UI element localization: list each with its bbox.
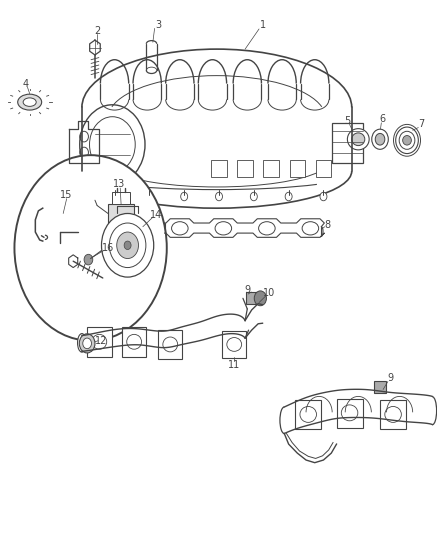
- Ellipse shape: [215, 222, 232, 235]
- Text: 4: 4: [22, 78, 28, 88]
- Circle shape: [285, 192, 292, 201]
- Text: 6: 6: [379, 114, 385, 124]
- Circle shape: [80, 131, 88, 142]
- FancyBboxPatch shape: [336, 399, 363, 427]
- Text: 9: 9: [388, 373, 394, 383]
- Circle shape: [14, 155, 167, 341]
- FancyBboxPatch shape: [108, 204, 134, 223]
- Circle shape: [146, 192, 153, 201]
- Ellipse shape: [341, 405, 358, 421]
- Ellipse shape: [78, 334, 86, 352]
- Ellipse shape: [399, 131, 415, 149]
- Circle shape: [254, 291, 266, 306]
- Text: 12: 12: [95, 336, 108, 346]
- Text: 16: 16: [102, 244, 114, 254]
- FancyBboxPatch shape: [222, 331, 247, 358]
- Text: 10: 10: [263, 288, 275, 298]
- FancyBboxPatch shape: [374, 381, 386, 393]
- FancyBboxPatch shape: [316, 160, 331, 177]
- Ellipse shape: [375, 133, 385, 145]
- FancyBboxPatch shape: [158, 330, 183, 359]
- Text: 15: 15: [60, 190, 72, 200]
- Circle shape: [83, 338, 92, 349]
- Circle shape: [251, 192, 257, 201]
- Ellipse shape: [403, 135, 411, 145]
- FancyBboxPatch shape: [113, 192, 130, 204]
- Text: 14: 14: [150, 210, 162, 220]
- Text: 8: 8: [325, 220, 331, 230]
- Text: 7: 7: [418, 119, 424, 130]
- Text: 11: 11: [228, 360, 240, 369]
- Ellipse shape: [372, 129, 389, 149]
- Ellipse shape: [385, 407, 401, 422]
- Circle shape: [102, 214, 154, 277]
- Text: 2: 2: [94, 26, 100, 36]
- Ellipse shape: [396, 127, 418, 154]
- Circle shape: [181, 192, 187, 201]
- Ellipse shape: [227, 337, 242, 351]
- FancyBboxPatch shape: [295, 400, 321, 429]
- Circle shape: [79, 334, 95, 353]
- Text: 13: 13: [113, 179, 125, 189]
- FancyBboxPatch shape: [211, 160, 227, 177]
- Text: 3: 3: [155, 20, 161, 30]
- Text: 1: 1: [259, 20, 265, 30]
- Ellipse shape: [300, 407, 317, 422]
- FancyBboxPatch shape: [263, 160, 279, 177]
- Ellipse shape: [352, 133, 365, 146]
- Ellipse shape: [23, 98, 36, 107]
- Text: 5: 5: [344, 116, 350, 126]
- Ellipse shape: [347, 128, 369, 150]
- FancyBboxPatch shape: [87, 327, 112, 357]
- Circle shape: [320, 192, 327, 201]
- Text: 9: 9: [244, 285, 251, 295]
- FancyBboxPatch shape: [290, 160, 305, 177]
- Circle shape: [111, 192, 118, 201]
- Ellipse shape: [163, 337, 178, 352]
- Circle shape: [110, 223, 146, 268]
- Ellipse shape: [172, 222, 188, 235]
- Ellipse shape: [18, 94, 42, 110]
- Ellipse shape: [92, 334, 107, 349]
- Circle shape: [80, 147, 88, 158]
- Ellipse shape: [302, 222, 319, 235]
- Circle shape: [117, 232, 138, 259]
- FancyBboxPatch shape: [380, 400, 406, 429]
- FancyBboxPatch shape: [332, 123, 363, 163]
- Circle shape: [215, 192, 223, 201]
- Ellipse shape: [127, 334, 141, 349]
- FancyBboxPatch shape: [247, 292, 257, 304]
- Ellipse shape: [258, 222, 275, 235]
- Circle shape: [124, 241, 131, 249]
- FancyBboxPatch shape: [122, 327, 146, 357]
- Circle shape: [84, 254, 93, 265]
- FancyBboxPatch shape: [237, 160, 253, 177]
